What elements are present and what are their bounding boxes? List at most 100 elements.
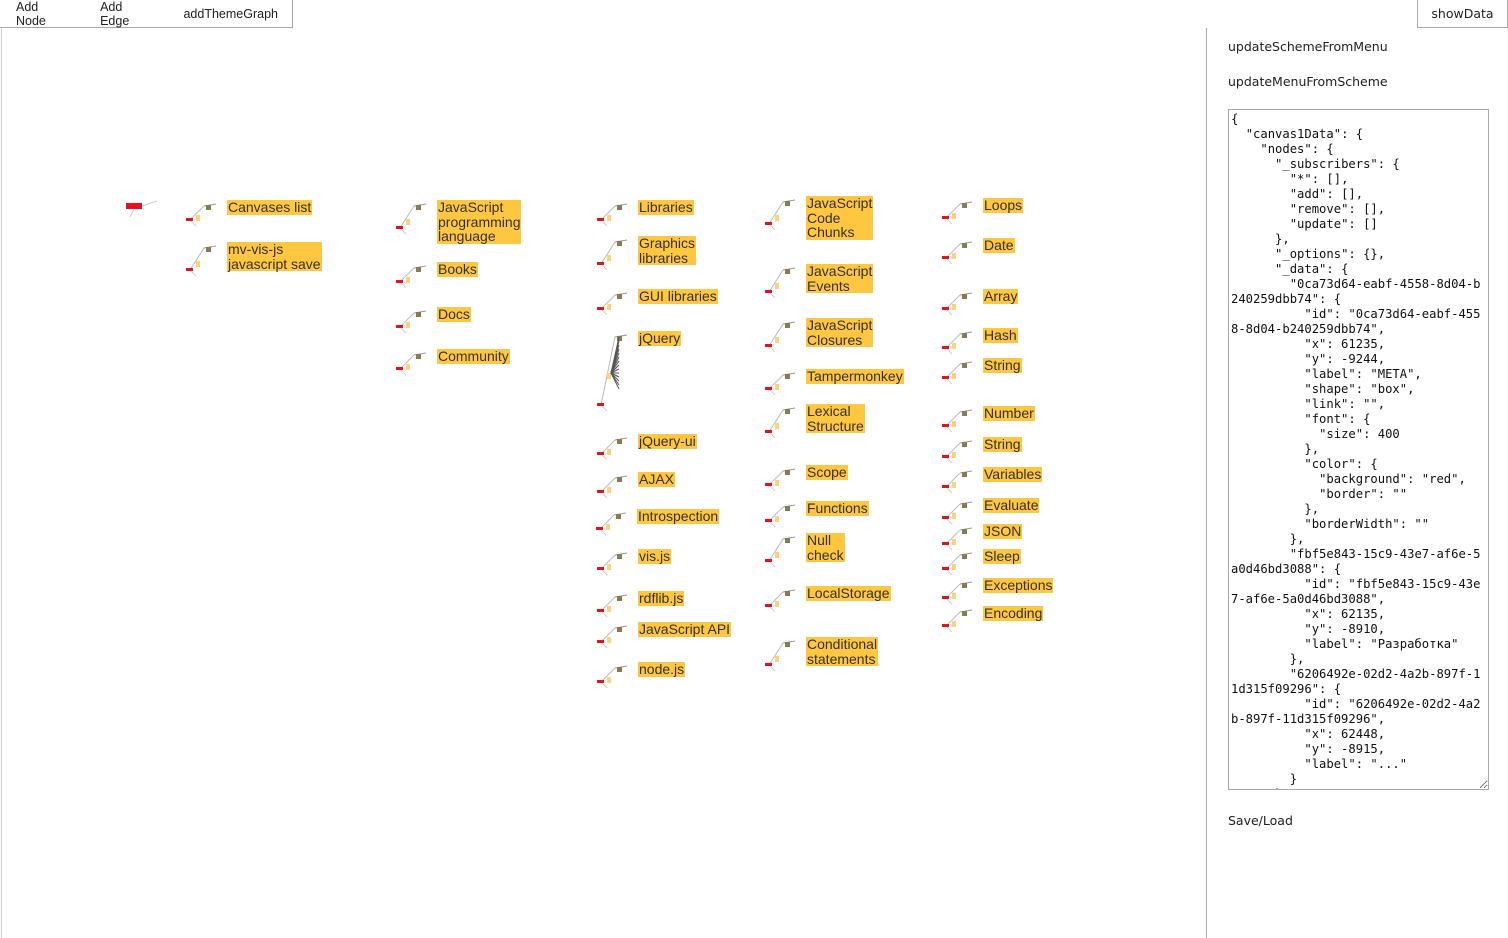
subgraph-thumbnail[interactable]	[595, 624, 635, 650]
subgraph-thumbnail[interactable]	[763, 266, 803, 300]
subgraph-thumbnail[interactable]	[394, 202, 434, 236]
graph-node[interactable]: rdflib.js	[638, 590, 685, 606]
graph-node[interactable]: String	[983, 436, 1022, 452]
graph-node[interactable]: Tampermonkey	[806, 368, 904, 384]
subgraph-thumbnail[interactable]	[940, 580, 980, 606]
subgraph-thumbnail[interactable]	[763, 503, 803, 529]
graph-node[interactable]: Exceptions	[983, 577, 1054, 593]
subgraph-thumbnail[interactable]	[184, 202, 224, 228]
subgraph-thumbnail[interactable]	[940, 240, 980, 266]
mini-node	[962, 294, 967, 299]
subgraph-thumbnail[interactable]	[763, 639, 803, 673]
subgraph-thumbnail[interactable]	[763, 371, 803, 397]
subgraph-thumbnail[interactable]	[940, 469, 980, 495]
subgraph-thumbnail[interactable]	[940, 291, 980, 317]
graph-node[interactable]: JavaScript Code Chunks	[806, 195, 874, 240]
meta-node[interactable]	[124, 198, 160, 220]
graph-node[interactable]: Community	[437, 348, 510, 364]
graph-node[interactable]: vis.js	[638, 548, 672, 564]
graph-node[interactable]: Variables	[983, 466, 1043, 482]
graph-node[interactable]: Evaluate	[983, 497, 1040, 513]
add-node-button[interactable]: Add Node	[16, 0, 46, 28]
graph-node[interactable]: Loops	[983, 197, 1024, 213]
mini-node	[775, 215, 779, 221]
subgraph-thumbnail[interactable]	[595, 664, 635, 690]
subgraph-thumbnail[interactable]	[940, 439, 980, 465]
subgraph-thumbnail[interactable]	[595, 333, 635, 413]
graph-node[interactable]: JavaScript Events	[806, 263, 874, 294]
mini-node	[962, 472, 967, 477]
graph-node[interactable]: jQuery-ui	[638, 433, 697, 449]
mini-node	[406, 219, 410, 225]
subgraph-thumbnail[interactable]	[594, 511, 634, 537]
subgraph-thumbnail[interactable]	[394, 351, 434, 377]
graph-node[interactable]: Lexical Structure	[806, 403, 865, 434]
graph-node[interactable]: Conditional statements	[806, 636, 879, 667]
mini-node	[775, 552, 779, 558]
edge	[768, 374, 784, 390]
graph-node[interactable]: Functions	[806, 500, 869, 516]
graph-node[interactable]: GUI libraries	[638, 288, 718, 304]
graph-node[interactable]: Docs	[437, 306, 471, 322]
subgraph-thumbnail[interactable]	[394, 264, 434, 290]
graph-node[interactable]: Encoding	[983, 605, 1044, 621]
graph-node[interactable]: Canvases list	[227, 199, 313, 215]
graph-node[interactable]: Date	[983, 237, 1015, 253]
graph-node[interactable]: String	[983, 357, 1022, 373]
subgraph-thumbnail[interactable]	[595, 291, 635, 317]
graph-node[interactable]: JavaScript Closures	[806, 317, 874, 348]
add-edge-button[interactable]: Add Edge	[100, 0, 130, 28]
subgraph-thumbnail[interactable]	[940, 608, 980, 634]
graph-node[interactable]: JavaScript programming language	[437, 199, 522, 244]
graph-node[interactable]: AJAX	[638, 471, 676, 487]
subgraph-thumbnail[interactable]	[595, 551, 635, 577]
subgraph-thumbnail[interactable]	[940, 500, 980, 526]
mini-node	[962, 203, 967, 208]
graph-node[interactable]: mv-vis-js javascript save	[227, 241, 322, 272]
mini-node	[952, 513, 956, 519]
graph-node[interactable]: jQuery	[638, 330, 682, 346]
subgraph-thumbnail[interactable]	[595, 202, 635, 228]
subgraph-thumbnail[interactable]	[394, 309, 434, 335]
subgraph-thumbnail[interactable]	[595, 593, 635, 619]
graph-canvas[interactable]: Canvases list mv-vis-js javascript save Ja…	[1, 28, 1207, 938]
subgraph-thumbnail[interactable]	[940, 551, 980, 577]
show-data-button[interactable]: showData	[1417, 0, 1508, 28]
subgraph-thumbnail[interactable]	[763, 198, 803, 232]
update-scheme-from-menu-button[interactable]: updateSchemeFromMenu	[1228, 39, 1388, 54]
update-menu-from-scheme-button[interactable]: updateMenuFromScheme	[1228, 74, 1388, 89]
graph-node[interactable]: Hash	[983, 327, 1018, 343]
graph-node[interactable]: LocalStorage	[806, 585, 891, 601]
subgraph-thumbnail[interactable]	[595, 238, 635, 272]
graph-node[interactable]: Scope	[806, 464, 848, 480]
graph-node[interactable]: JSON	[983, 523, 1023, 539]
graph-node[interactable]: Number	[983, 405, 1035, 421]
graph-node[interactable]: node.js	[638, 661, 686, 677]
subgraph-thumbnail[interactable]	[595, 474, 635, 500]
graph-node[interactable]: Null check	[806, 532, 845, 563]
graph-node[interactable]: Books	[437, 261, 478, 277]
subgraph-thumbnail[interactable]	[940, 408, 980, 434]
subgraph-thumbnail[interactable]	[940, 330, 980, 356]
subgraph-thumbnail[interactable]	[763, 320, 803, 354]
graph-node[interactable]: Sleep	[983, 548, 1021, 564]
subgraph-thumbnail[interactable]	[763, 467, 803, 493]
graph-node[interactable]: JavaScript API	[638, 621, 732, 637]
edge	[768, 323, 784, 347]
subgraph-thumbnail[interactable]	[184, 244, 224, 278]
subgraph-thumbnail[interactable]	[763, 406, 803, 440]
graph-node[interactable]: Introspection	[637, 508, 720, 524]
subgraph-thumbnail[interactable]	[940, 200, 980, 226]
subgraph-thumbnail[interactable]	[763, 535, 803, 569]
subgraph-thumbnail[interactable]	[940, 360, 980, 386]
data-textarea[interactable]: { "canvas1Data": { "nodes": { "_subscrib…	[1228, 109, 1489, 790]
graph-node[interactable]: Libraries	[638, 199, 694, 215]
subgraph-thumbnail[interactable]	[940, 526, 980, 552]
subgraph-thumbnail[interactable]	[763, 588, 803, 614]
add-theme-graph-button[interactable]: addThemeGraph	[183, 6, 278, 21]
subgraph-thumbnail[interactable]	[595, 436, 635, 462]
graph-node[interactable]: Array	[983, 288, 1019, 304]
save-load-button[interactable]: Save/Load	[1228, 813, 1293, 828]
mini-node	[942, 376, 949, 379]
graph-node[interactable]: Graphics libraries	[638, 235, 697, 266]
